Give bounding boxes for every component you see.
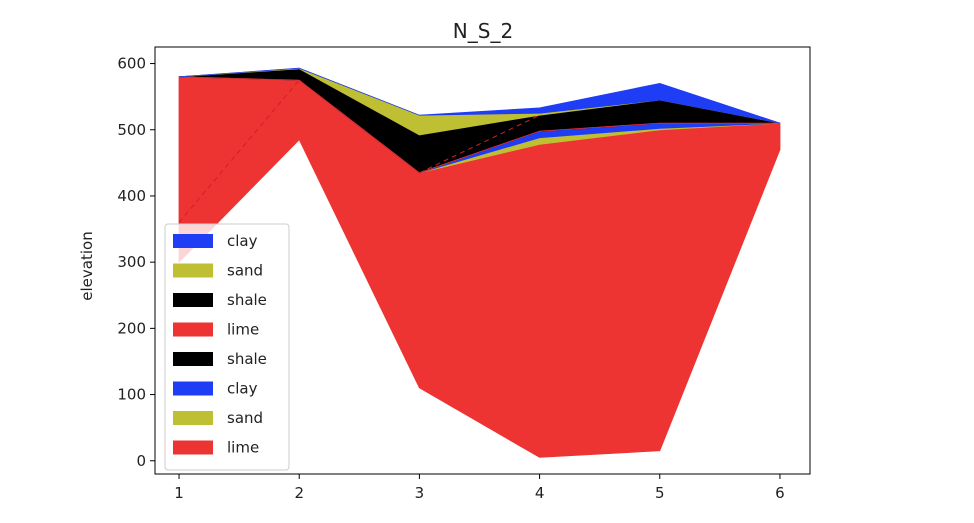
- legend-swatch-lime: [173, 322, 213, 337]
- x-tick-label: 3: [415, 484, 425, 502]
- x-tick-label: 1: [174, 484, 184, 502]
- y-tick-label: 500: [117, 121, 146, 139]
- legend-box: [164, 223, 290, 471]
- area-lime-4: [178, 76, 780, 174]
- x-tick-label: 4: [535, 484, 545, 502]
- legend-label-shale: shale: [227, 350, 267, 368]
- x-tick-label: 2: [294, 484, 304, 502]
- y-tick-label: 200: [117, 319, 146, 337]
- area-clay-7: [178, 67, 781, 124]
- y-tick-label: 0: [136, 452, 146, 470]
- area-layers: [178, 67, 781, 458]
- legend-swatch-lime: [173, 440, 213, 455]
- y-tick-label: 100: [117, 386, 146, 404]
- legend-label-lime: lime: [227, 321, 259, 339]
- legend-label-sand: sand: [227, 262, 263, 280]
- legend-swatch-shale: [173, 352, 213, 366]
- chart-title: N_S_2: [453, 19, 513, 43]
- plot-frame: [154, 46, 811, 475]
- x-tick-label: 6: [775, 484, 785, 502]
- y-tick-label: 300: [117, 253, 146, 271]
- legend: clay sand shale lime shale clay sand lime: [164, 223, 290, 471]
- legend-label-sand: sand: [227, 409, 263, 427]
- legend-swatch-clay: [173, 234, 213, 248]
- x-tick-label: 5: [655, 484, 665, 502]
- legend-label-lime: lime: [227, 439, 259, 457]
- dashed-lines: [178, 79, 540, 223]
- legend-label-clay: clay: [227, 380, 258, 398]
- dashed-line-0: [178, 79, 300, 223]
- y-axis-ticks: 0 100 200 300 400 500 600: [117, 55, 155, 470]
- legend-swatch-sand: [173, 411, 213, 425]
- legend-label-shale: shale: [227, 291, 267, 309]
- x-axis-ticks: 1 2 3 4 5 6: [174, 474, 785, 502]
- y-tick-label: 400: [117, 187, 146, 205]
- y-axis-label: elevation: [78, 231, 96, 300]
- dashed-line-1: [419, 114, 540, 174]
- y-tick-label: 600: [117, 55, 146, 73]
- legend-label-clay: clay: [227, 232, 258, 250]
- legend-swatch-clay: [173, 381, 213, 396]
- legend-swatch-shale: [173, 293, 213, 307]
- legend-swatch-sand: [173, 263, 213, 278]
